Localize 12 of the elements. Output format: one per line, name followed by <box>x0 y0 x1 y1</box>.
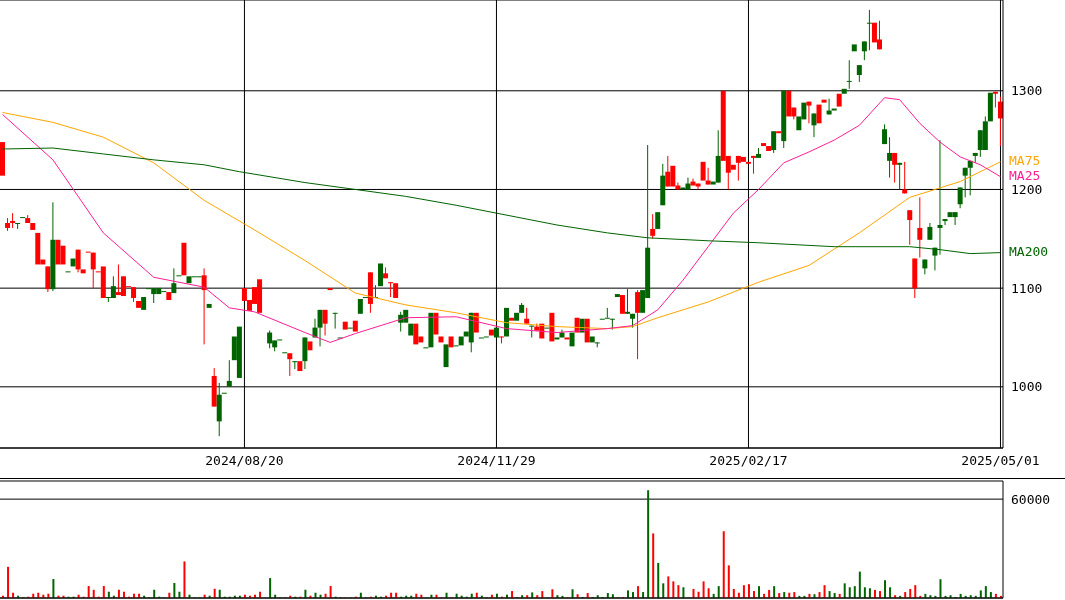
y-tick-label: 1200 <box>1011 182 1043 198</box>
series-label: MA25 <box>1009 167 1041 184</box>
series-label: MA75 <box>1009 152 1041 169</box>
series-label: MA200 <box>1009 243 1049 260</box>
x-tick-label: 2024/11/29 <box>457 453 536 469</box>
y-tick-label: 1100 <box>1011 280 1043 296</box>
y-tick-label: 60000 <box>1011 491 1051 507</box>
y-tick-label: 1000 <box>1011 379 1043 395</box>
x-tick-label: 2025/05/01 <box>961 453 1040 469</box>
x-tick-label: 2025/02/17 <box>709 453 788 469</box>
x-tick-label: 2024/08/20 <box>205 453 284 469</box>
y-tick-label: 1300 <box>1011 83 1043 99</box>
